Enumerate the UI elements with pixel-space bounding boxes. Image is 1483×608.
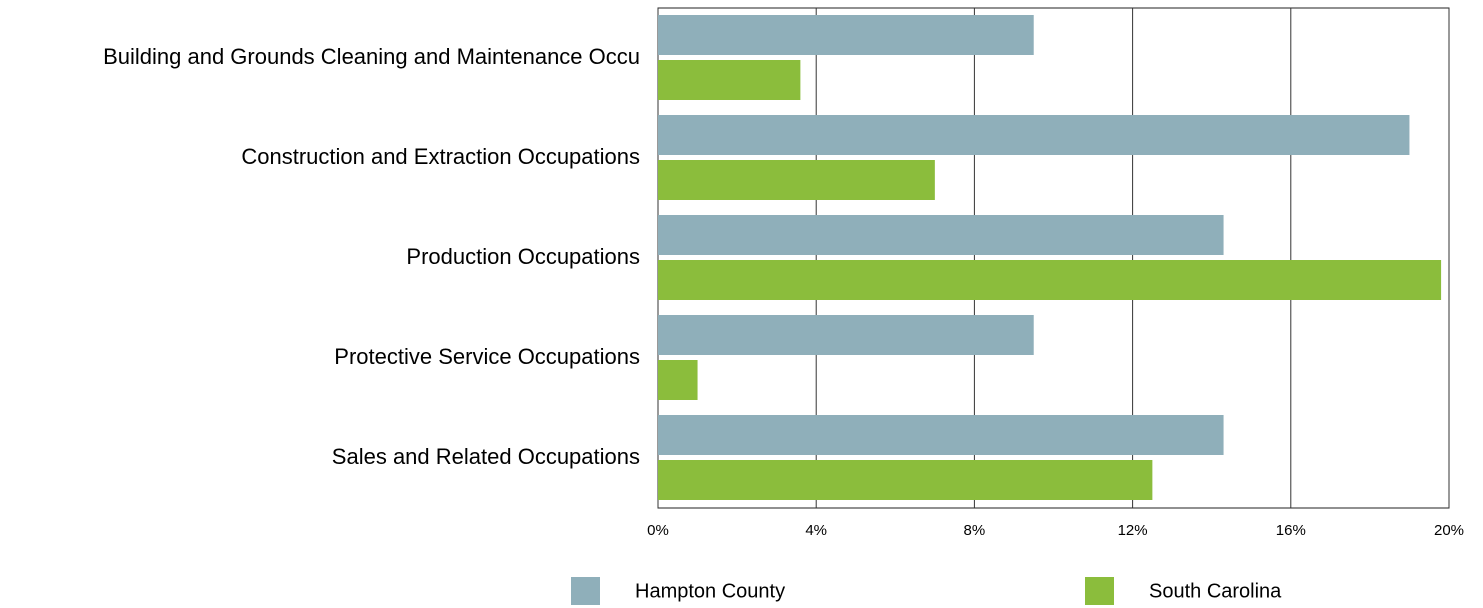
x-tick-label: 4% (805, 522, 827, 539)
legend-swatch (1085, 577, 1114, 605)
category-label: Sales and Related Occupations (332, 444, 640, 469)
bar (658, 360, 698, 400)
bar (658, 60, 801, 100)
bar (658, 115, 1410, 155)
category-label: Production Occupations (406, 244, 640, 269)
legend-label: Hampton County (635, 580, 785, 602)
x-tick-label: 0% (647, 522, 669, 539)
category-label: Construction and Extraction Occupations (241, 144, 640, 169)
x-tick-label: 12% (1118, 522, 1148, 539)
x-tick-label: 20% (1434, 522, 1464, 539)
x-tick-label: 16% (1276, 522, 1306, 539)
bar (658, 15, 1034, 55)
bar (658, 215, 1224, 255)
bar (658, 415, 1224, 455)
legend-label: South Carolina (1149, 580, 1282, 602)
bar (658, 260, 1442, 300)
legend-swatch (571, 577, 600, 605)
x-tick-label: 8% (964, 522, 986, 539)
category-label: Building and Grounds Cleaning and Mainte… (103, 44, 640, 69)
bar (658, 315, 1034, 355)
bar (658, 160, 935, 200)
category-label: Protective Service Occupations (334, 344, 640, 369)
bar (658, 460, 1153, 500)
